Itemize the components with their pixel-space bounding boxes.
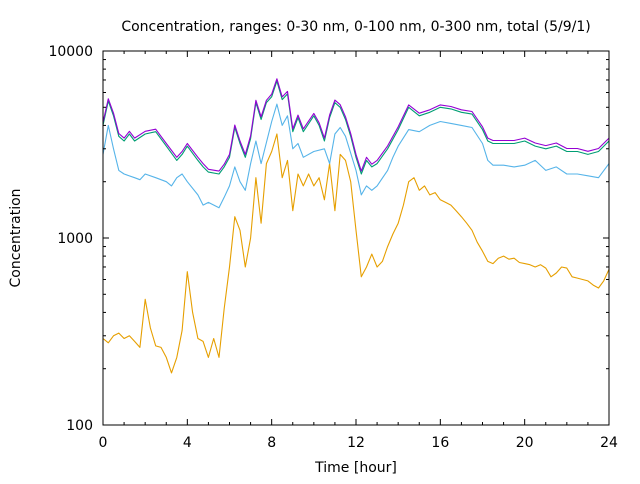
axis-layer: 0 4 8 12 16 20 24 100 1000 10000 <box>48 44 618 451</box>
x-tick-label: 24 <box>600 435 618 451</box>
x-tick-label: 0 <box>99 435 108 451</box>
x-tick-label: 16 <box>431 435 449 451</box>
x-tick-label: 20 <box>516 435 534 451</box>
plot-frame <box>102 50 610 426</box>
y-tick-label: 1000 <box>57 231 93 247</box>
x-axis-label: Time [hour] <box>314 460 397 476</box>
series-line-0-300-nm <box>102 80 610 175</box>
series-line-total <box>102 78 610 172</box>
chart-title: Concentration, ranges: 0-30 nm, 0-100 nm… <box>121 19 590 35</box>
x-tick-label: 4 <box>183 435 192 451</box>
y-tick-label: 10000 <box>48 44 93 60</box>
series-line-0-30-nm <box>102 133 610 374</box>
series-layer <box>102 78 610 374</box>
x-tick-label: 12 <box>347 435 365 451</box>
series-line-0-100-nm <box>102 103 610 209</box>
y-axis-label: Concentration <box>8 188 24 287</box>
y-tick-label: 100 <box>66 418 93 434</box>
x-tick-label: 8 <box>267 435 276 451</box>
